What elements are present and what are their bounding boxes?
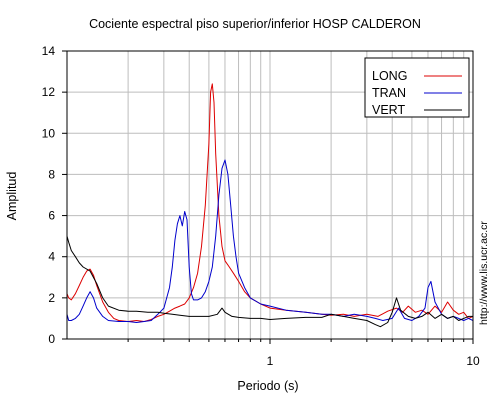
y-axis-label: Amplitud bbox=[5, 172, 19, 221]
y-tick-label: 6 bbox=[48, 209, 55, 223]
y-tick-label: 8 bbox=[48, 167, 55, 181]
chart-title: Cociente espectral piso superior/inferio… bbox=[89, 17, 421, 31]
side-url-label: http://www.lis.ucr.ac.cr bbox=[478, 221, 490, 325]
x-axis-label: Periodo (s) bbox=[237, 379, 298, 393]
plot-frame bbox=[66, 50, 474, 340]
axis-ticks: 0 2 4 6 8 10 12 14 1 10 bbox=[42, 44, 480, 368]
series-line-tran bbox=[66, 159, 474, 323]
legend: LONG TRAN VERT bbox=[364, 57, 470, 118]
series-line-vert bbox=[66, 235, 473, 328]
y-tick-label: 4 bbox=[48, 250, 55, 264]
legend-label-long: LONG bbox=[372, 69, 407, 83]
data-series bbox=[66, 83, 474, 328]
y-tick-label: 12 bbox=[42, 85, 56, 99]
y-tick-label: 2 bbox=[48, 291, 55, 305]
legend-label-tran: TRAN bbox=[372, 86, 406, 100]
series-line-long bbox=[66, 83, 474, 322]
y-tick-label: 14 bbox=[42, 44, 56, 58]
legend-box bbox=[364, 57, 470, 118]
legend-label-vert: VERT bbox=[372, 103, 405, 117]
x-tick-label: 10 bbox=[466, 354, 480, 368]
y-tick-label: 10 bbox=[42, 126, 56, 140]
y-tick-label: 0 bbox=[48, 332, 55, 346]
x-tick-label: 1 bbox=[267, 354, 274, 368]
